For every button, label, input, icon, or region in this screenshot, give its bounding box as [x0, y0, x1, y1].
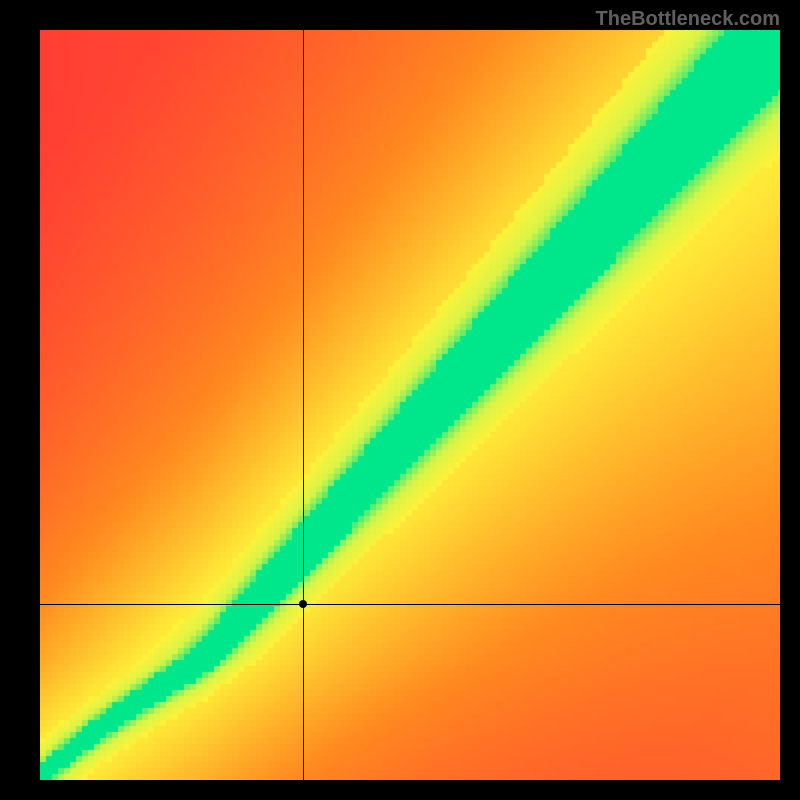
marker-dot — [299, 600, 307, 608]
crosshair-horizontal — [40, 604, 780, 605]
chart-container: TheBottleneck.com — [0, 0, 800, 800]
heatmap-canvas — [40, 30, 780, 780]
crosshair-vertical — [303, 30, 304, 780]
watermark-text: TheBottleneck.com — [596, 8, 780, 31]
